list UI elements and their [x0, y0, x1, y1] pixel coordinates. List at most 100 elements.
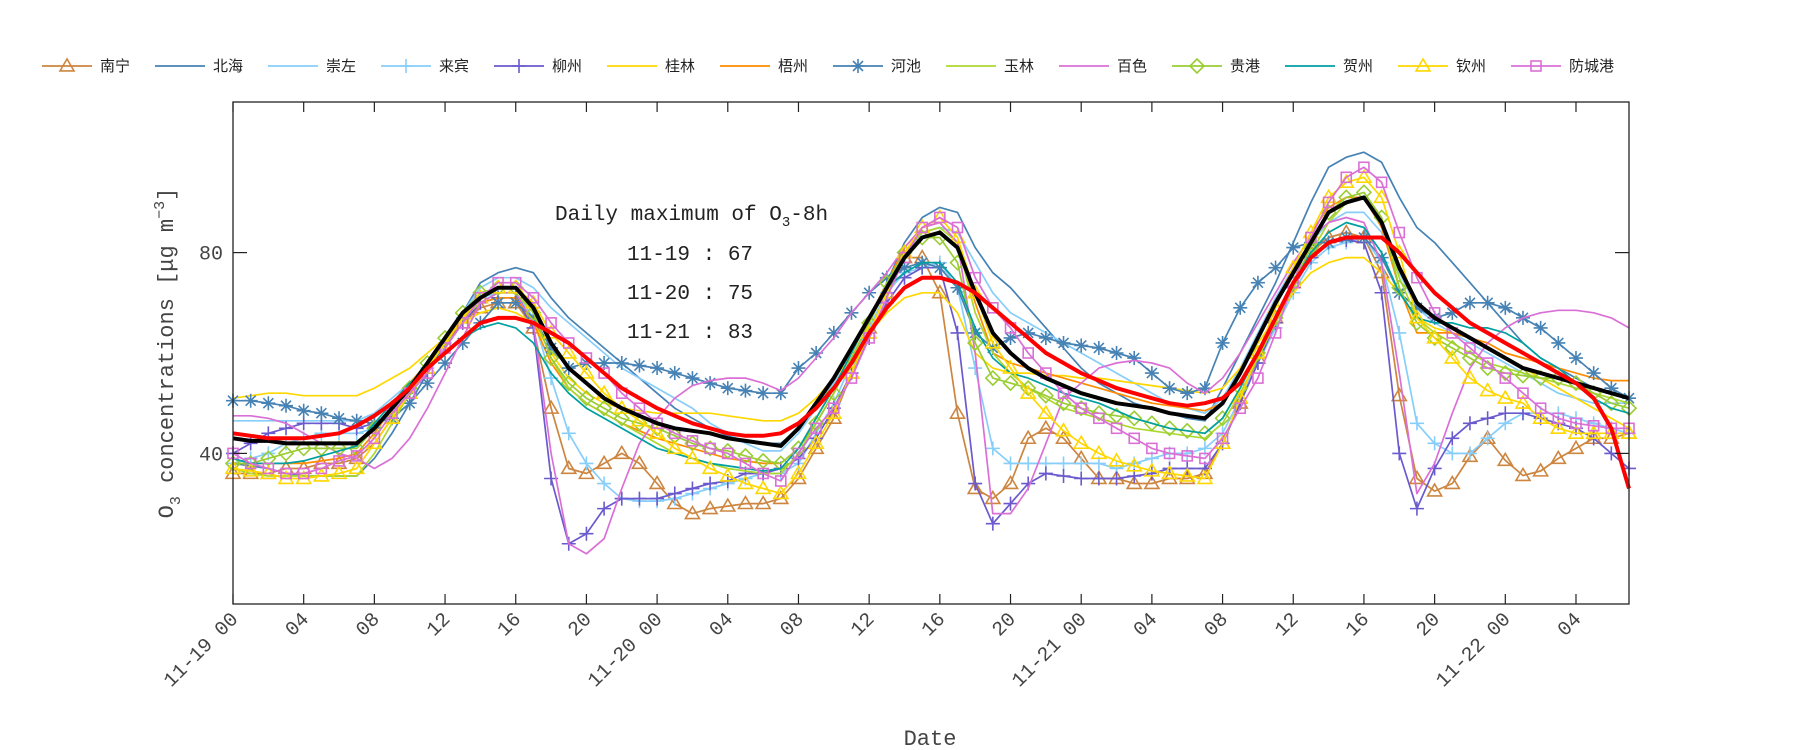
series-7-marker [508, 295, 523, 310]
series-13-marker [1499, 372, 1512, 384]
series-10-marker [1214, 410, 1231, 427]
series-0-marker [1549, 449, 1567, 465]
series-12-marker [737, 474, 754, 490]
series-13-marker [1517, 387, 1529, 399]
series-13-marker [845, 372, 858, 384]
series-12-marker [560, 344, 578, 359]
series-7-marker [279, 398, 294, 413]
series-3-marker [1056, 456, 1071, 471]
series-12-marker [1461, 369, 1479, 384]
series-4-marker [614, 491, 629, 506]
x-tick-label: 12 [847, 609, 880, 642]
series-0-marker [1567, 439, 1585, 455]
x-tick-label: 12 [1271, 609, 1304, 642]
legend-item-2: 崇左 [268, 57, 356, 75]
series-12-marker [1585, 424, 1603, 440]
series-12-marker [1019, 384, 1037, 399]
series-13-marker [633, 402, 646, 415]
series-10-marker [1426, 329, 1443, 347]
x-tick-label: 12 [423, 609, 456, 642]
series-0-marker [701, 500, 719, 515]
series-13-marker [828, 402, 840, 415]
series-7-marker [1233, 300, 1248, 315]
series-4-marker [1091, 471, 1106, 486]
x-tick-label: 08 [776, 609, 809, 642]
series-7-marker [879, 270, 894, 285]
series-7-marker [1003, 330, 1018, 345]
series-13-marker [739, 457, 752, 470]
legend-item-4: 柳州 [494, 57, 582, 75]
series-12-marker [1443, 349, 1461, 364]
legend-item-9: 百色 [1059, 57, 1147, 75]
series-7-marker [1586, 366, 1601, 381]
y-tick-label: 40 [199, 444, 223, 467]
series-12-marker [1108, 452, 1125, 467]
series-red [232, 235, 1631, 490]
series-12-marker [1373, 188, 1391, 204]
series-10-marker [595, 400, 613, 417]
series-13-marker [350, 450, 363, 462]
series-0-marker [1426, 482, 1444, 497]
series-7-marker [1162, 381, 1177, 396]
series-13-marker [1181, 450, 1194, 462]
series-3-marker [1392, 325, 1407, 340]
series-10-marker [1002, 374, 1019, 392]
series-0-marker [1461, 447, 1479, 463]
series-4-marker [685, 481, 700, 496]
series-4-marker [243, 436, 258, 451]
series-13-marker [1252, 372, 1264, 384]
series-12-marker [1426, 329, 1444, 344]
series-13-marker [562, 337, 575, 349]
series-7-marker [1197, 381, 1212, 396]
series-12-marker [1532, 409, 1550, 424]
series-12-marker [1037, 404, 1055, 419]
series-10-marker [1161, 420, 1178, 437]
series-0-marker [684, 505, 701, 520]
series-0-marker [666, 495, 684, 510]
series-13-marker [1163, 447, 1176, 460]
series-13-marker [368, 432, 381, 445]
series-10-marker [1408, 314, 1426, 332]
series-13-marker [1481, 357, 1494, 369]
series-0-marker [966, 479, 984, 495]
series-10-marker [1090, 405, 1108, 422]
legend-item-12: 钦州 [1398, 57, 1486, 75]
series-0-marker [931, 284, 949, 299]
legend-item-3: 来宾 [381, 57, 469, 75]
series-13-marker [315, 462, 328, 475]
series-13-marker [333, 455, 345, 467]
series-7-marker [1215, 335, 1230, 350]
series-7-marker [1074, 338, 1089, 353]
series-13-marker [1199, 452, 1211, 465]
series-7-marker [402, 396, 417, 411]
series-4-marker [703, 476, 718, 491]
series-7-marker [349, 413, 364, 428]
series-12-marker [754, 479, 772, 495]
series-0-marker [1514, 466, 1532, 482]
series-10-marker [295, 440, 312, 457]
series-9 [233, 216, 1630, 555]
series-10-marker [1037, 387, 1054, 404]
series-4-marker [1109, 471, 1124, 486]
series-13-marker [1075, 402, 1088, 415]
legend-marker [1414, 57, 1432, 72]
series-12-marker [631, 412, 648, 427]
series-12-marker [648, 424, 666, 440]
series-12-marker [1178, 467, 1196, 482]
series-13-marker [1358, 161, 1370, 174]
series-7-marker [1021, 325, 1036, 340]
x-tick-label: 16 [493, 609, 526, 642]
series-13-marker [757, 467, 769, 480]
series-12-marker [348, 459, 366, 475]
series-13-marker [1146, 442, 1158, 455]
legend-label: 钦州 [1456, 57, 1486, 75]
series-0-marker [648, 474, 666, 490]
legend-label: 河池 [891, 57, 921, 75]
series-7-marker [1480, 295, 1495, 310]
series-7-marker [420, 376, 435, 391]
series-13-marker [810, 422, 822, 435]
series-10-marker [1055, 395, 1072, 412]
series-7-marker [703, 376, 718, 391]
series-4-marker [667, 486, 682, 501]
series-12-marker [1072, 434, 1090, 450]
